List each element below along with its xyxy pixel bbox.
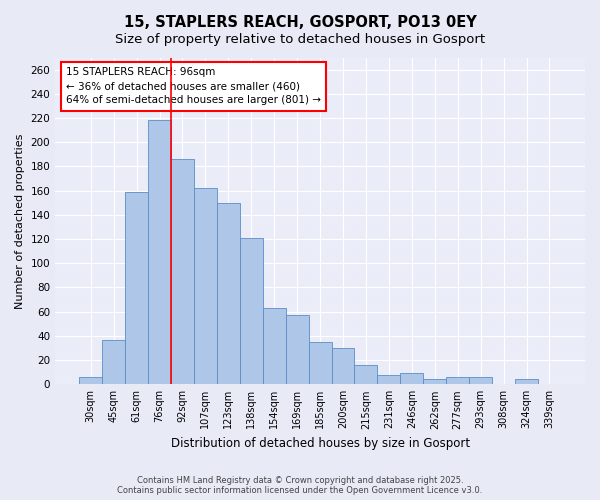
Bar xyxy=(171,159,194,384)
Bar xyxy=(286,316,308,384)
Bar xyxy=(469,377,492,384)
Text: 15 STAPLERS REACH: 96sqm
← 36% of detached houses are smaller (460)
64% of semi-: 15 STAPLERS REACH: 96sqm ← 36% of detach… xyxy=(66,68,321,106)
Text: 15, STAPLERS REACH, GOSPORT, PO13 0EY: 15, STAPLERS REACH, GOSPORT, PO13 0EY xyxy=(124,15,476,30)
Y-axis label: Number of detached properties: Number of detached properties xyxy=(15,133,25,308)
Bar xyxy=(148,120,171,384)
Bar xyxy=(332,348,355,385)
Bar xyxy=(400,374,423,384)
Bar xyxy=(217,202,240,384)
Bar xyxy=(263,308,286,384)
Bar xyxy=(79,377,102,384)
Text: Contains HM Land Registry data © Crown copyright and database right 2025.
Contai: Contains HM Land Registry data © Crown c… xyxy=(118,476,482,495)
Text: Size of property relative to detached houses in Gosport: Size of property relative to detached ho… xyxy=(115,32,485,46)
Bar xyxy=(194,188,217,384)
Bar xyxy=(446,377,469,384)
Bar xyxy=(125,192,148,384)
Bar xyxy=(308,342,332,384)
Bar xyxy=(102,340,125,384)
Bar xyxy=(515,380,538,384)
X-axis label: Distribution of detached houses by size in Gosport: Distribution of detached houses by size … xyxy=(170,437,470,450)
Bar xyxy=(355,365,377,384)
Bar xyxy=(240,238,263,384)
Bar xyxy=(423,380,446,384)
Bar xyxy=(377,374,400,384)
